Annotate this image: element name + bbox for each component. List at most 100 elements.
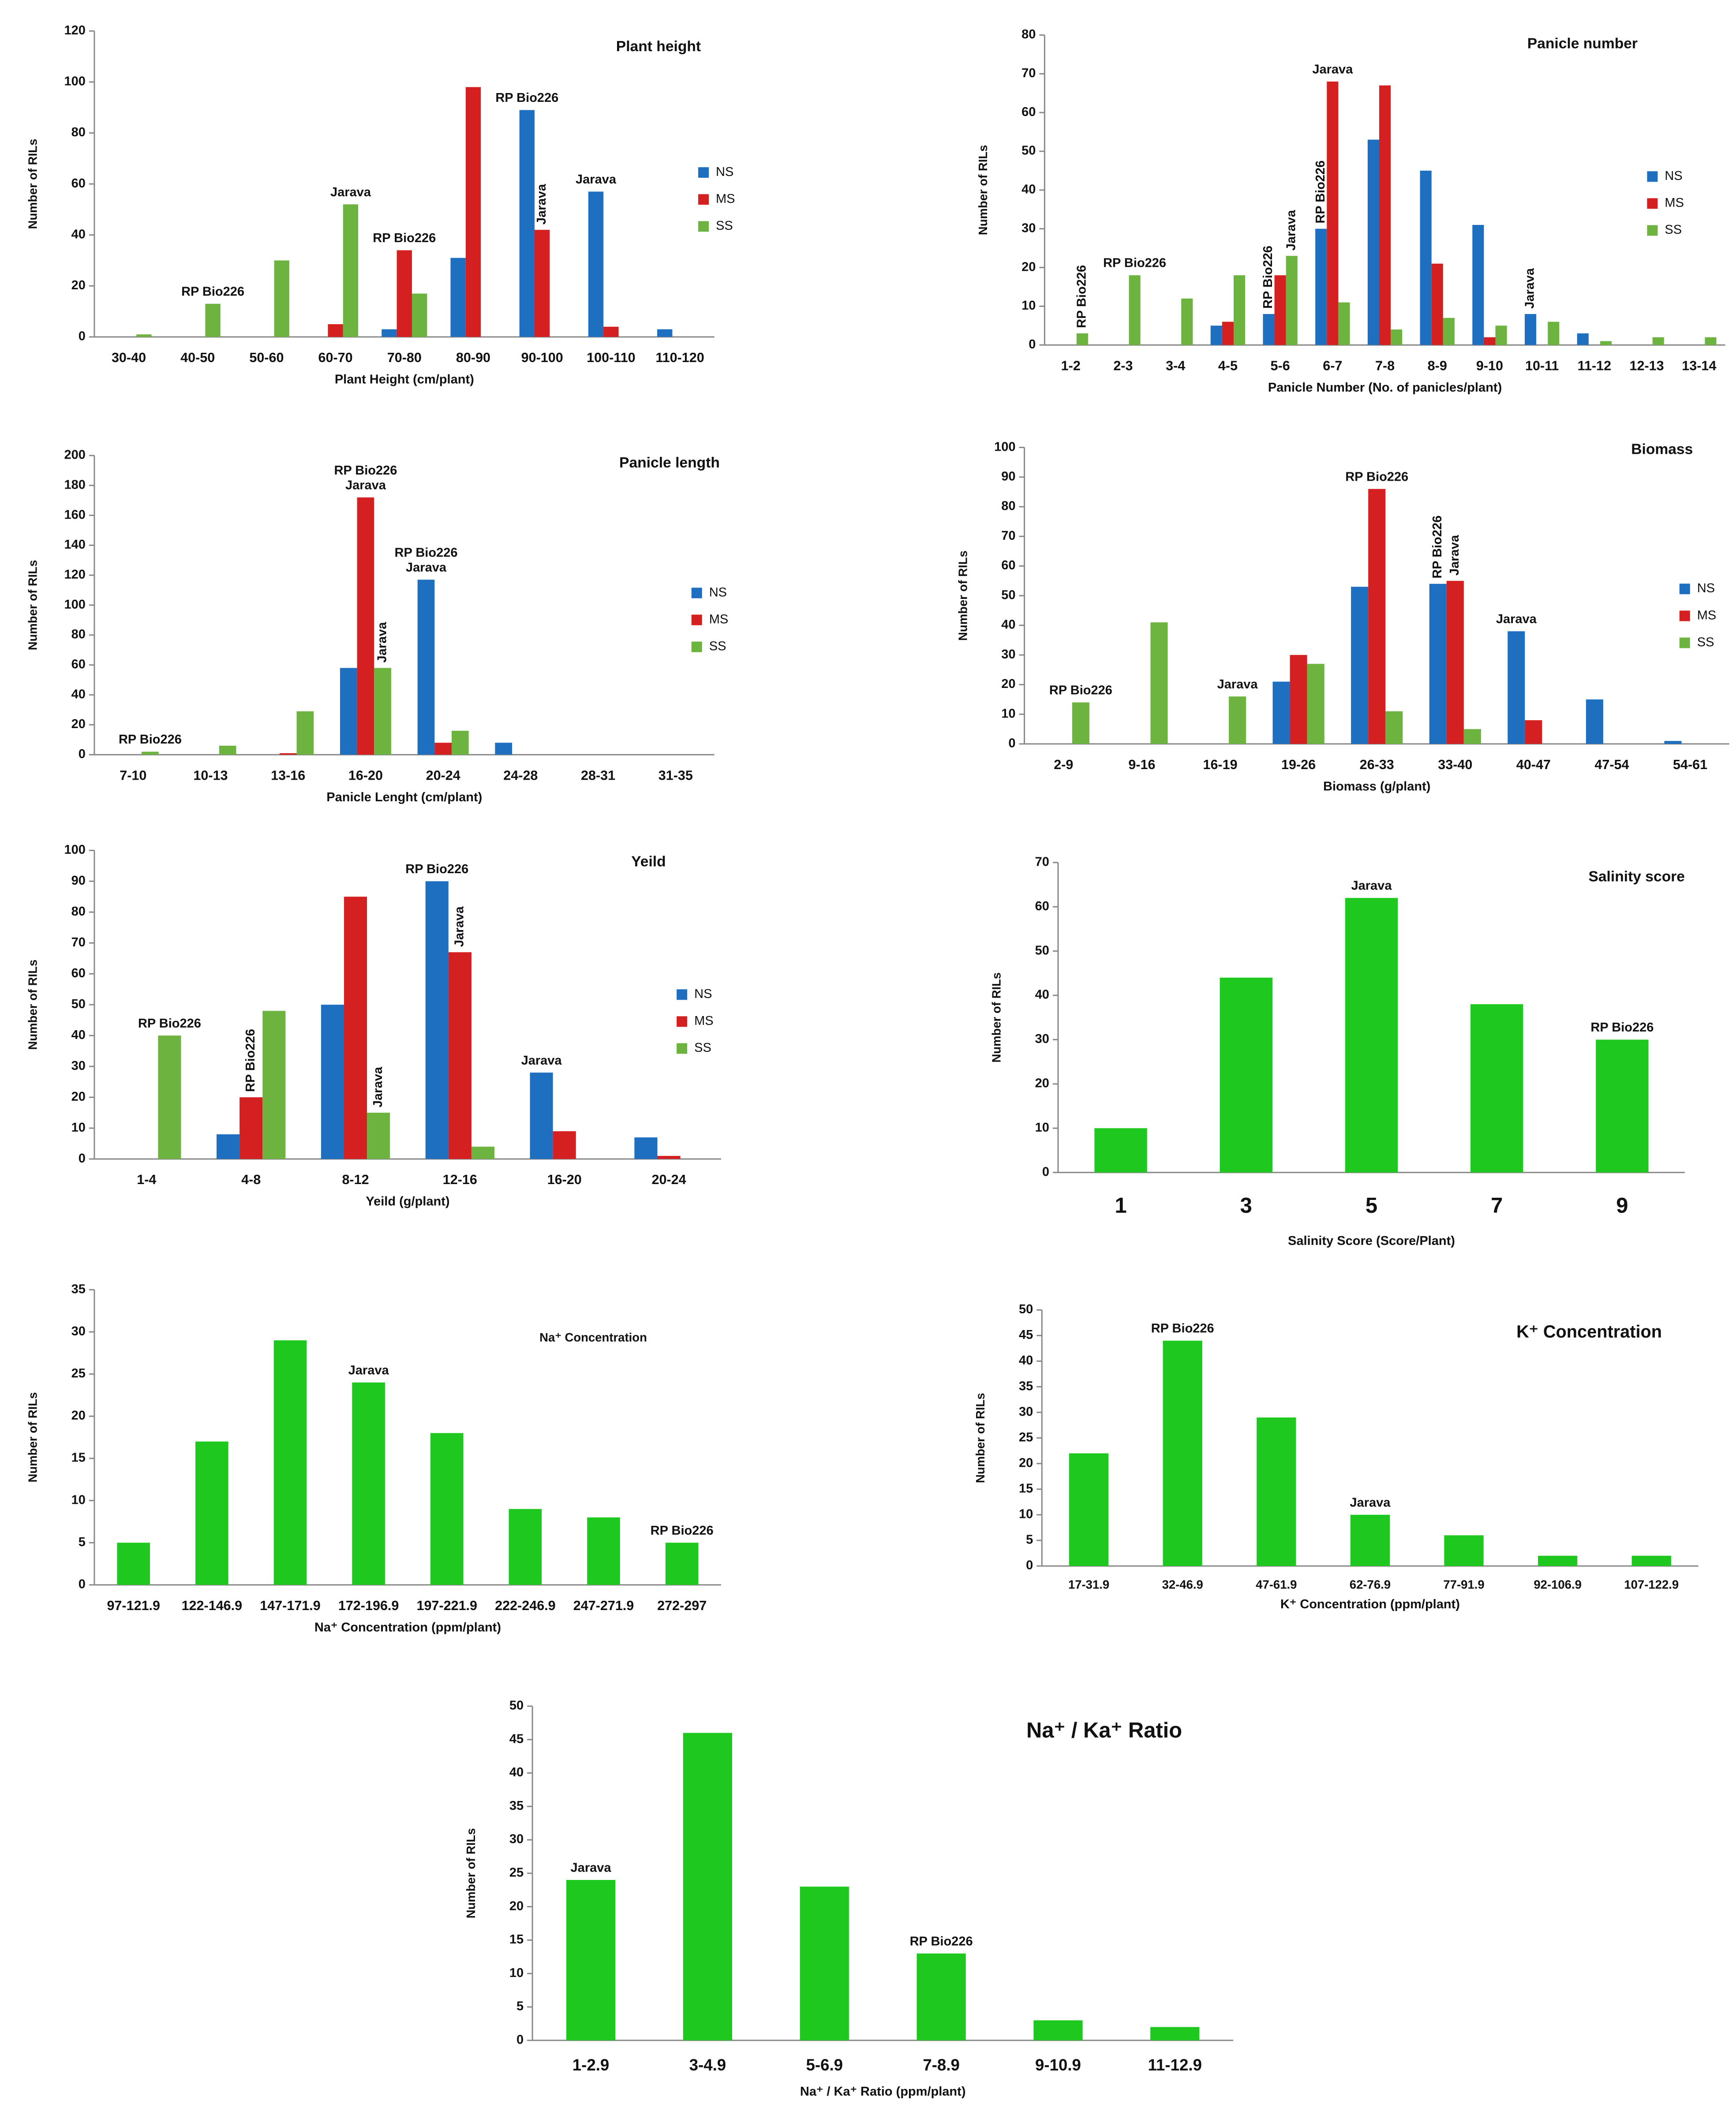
x-tick-label: 28-31 [581,768,615,783]
x-tick-label: 80-90 [456,350,490,365]
chart-title: Na⁺ / Ka⁺ Ratio [1026,1719,1182,1742]
legend-label: SS [709,639,726,654]
x-tick-label: 100-110 [587,350,635,365]
chart: Panicle length 0 20 40 60 80 100 120 140 160 180 20… [26,448,729,804]
x-axis-label: Na⁺ / Ka⁺ Ratio (ppm/plant) [800,2085,966,2099]
x-tick-label: 40-50 [180,350,215,365]
x-tick-label: 47-54 [1594,757,1629,772]
annotation: Jarava [1496,612,1537,626]
y-tick-label: 20 [1035,1076,1049,1091]
bar [1351,587,1369,744]
x-tick-label: 5 [1366,1194,1377,1218]
x-tick-label: 16-20 [547,1172,582,1187]
x-tick-label: 272-297 [657,1598,707,1613]
bar [1429,583,1447,744]
bar [634,1137,658,1159]
x-tick-label: 7-8.9 [923,2056,960,2074]
bar [1229,696,1246,744]
bar [219,746,236,755]
x-tick-label: 32-46.9 [1162,1577,1203,1591]
y-tick-label: 50 [1001,588,1015,602]
y-tick-label: 5 [79,1535,86,1549]
bar [448,952,471,1159]
annotation: Jarava [1284,209,1298,250]
y-tick-label: 50 [71,997,86,1011]
bar [1596,1039,1649,1173]
y-tick-label: 160 [64,508,85,522]
legend-label: NS [1665,169,1682,183]
y-tick-label: 80 [71,904,86,919]
x-tick-label: 17-31.9 [1068,1577,1109,1591]
x-tick-label: 40-47 [1516,757,1551,772]
x-axis-label: Na⁺ Concentration (ppm/plant) [314,1620,501,1634]
x-tick-label: 11-12 [1578,358,1611,373]
bar [273,1340,307,1585]
y-axis-label: Number of RILs [990,972,1003,1063]
chart-title: Panicle number [1527,36,1638,52]
x-tick-label: 8-12 [342,1172,369,1187]
bar [1484,337,1496,345]
bar [1508,631,1525,744]
annotation: RP Bio226 [243,1029,258,1092]
bar [1705,337,1717,345]
legend-swatch [677,1016,688,1027]
x-tick-label: 13-16 [271,768,305,783]
y-tick-label: 90 [1001,469,1015,483]
annotation: Jarava [1523,268,1537,309]
bar [1525,720,1542,744]
x-tick-label: 20-24 [651,1172,686,1187]
bar [239,1097,263,1159]
bar [1286,256,1298,345]
bar [587,1517,620,1585]
annotation: Jarava [348,1363,389,1377]
y-tick-label: 70 [1001,529,1015,543]
x-tick-label: 24-28 [503,768,538,783]
bar [1181,298,1193,345]
x-tick-label: 197-221.9 [416,1598,477,1613]
annotation: Jarava [1312,62,1353,76]
bar [195,1441,228,1585]
legend-swatch [691,641,702,652]
bar [328,324,343,337]
bar [1257,1417,1296,1566]
annotation: RP Bio226 [405,862,468,876]
bar [1274,275,1286,345]
y-tick-label: 30 [71,1324,86,1338]
annotation: Jarava [406,561,447,575]
legend-swatch [698,167,709,178]
annotation: RP Bio226 [181,284,244,299]
annotation: RP Bio226 [119,732,182,747]
chart-title: Biomass [1631,441,1693,458]
legend-label: NS [716,165,733,179]
bar [1033,2020,1083,2040]
x-tick-label: 10-13 [193,768,228,783]
x-tick-label: 110-120 [655,350,704,365]
x-tick-label: 147-171.9 [260,1598,321,1613]
x-axis-label: Salinity Score (Score/Plant) [1288,1234,1455,1248]
bar [1652,337,1664,345]
annotation: RP Bio226 [1103,256,1166,270]
y-axis-label: Number of RILs [973,1393,987,1483]
x-tick-label: 33-40 [1438,757,1472,772]
bar [553,1131,576,1159]
bar [1495,325,1507,345]
annotation: Jarava [330,185,371,199]
y-tick-label: 10 [1035,1121,1049,1135]
y-axis-label: Number of RILs [26,960,40,1050]
bar [352,1382,385,1585]
y-tick-label: 60 [71,658,86,672]
bar [1233,275,1246,345]
bar [382,329,397,337]
y-tick-label: 80 [1001,499,1015,513]
annotation: RP Bio226 [1261,246,1275,309]
annotation: Jarava [1351,879,1392,893]
y-tick-label: 40 [71,1028,86,1042]
y-tick-label: 30 [1001,647,1015,661]
bar [588,191,604,337]
x-tick-label: 1 [1115,1194,1126,1218]
y-axis-label: Number of RILs [26,560,40,650]
annotation: Jarava [576,172,617,187]
y-tick-label: 100 [64,598,85,612]
bar [657,1156,681,1159]
y-tick-label: 80 [71,628,86,642]
